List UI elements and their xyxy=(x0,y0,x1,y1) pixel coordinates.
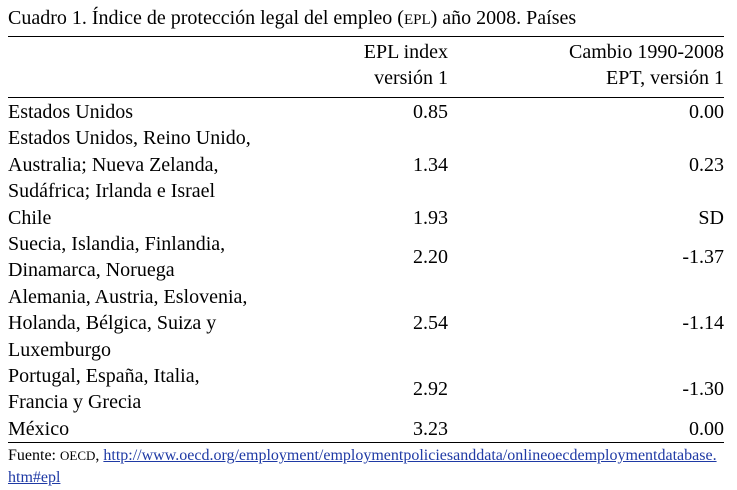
header-empty-2 xyxy=(8,65,348,98)
source-org: OECD xyxy=(60,448,96,464)
change-value-cell: -1.14 xyxy=(682,312,724,335)
country-cell: Estados Unidos, Reino Unido, Australia; N… xyxy=(8,125,348,204)
country-cell: Suecia, Islandia, Finlandia, Dinamarca, N… xyxy=(8,231,348,284)
country-line: Alemania, Austria, Eslovenia, xyxy=(8,285,248,308)
country-line: Luxemburgo xyxy=(8,338,111,361)
epl-value-cell: 1.34 xyxy=(413,153,448,176)
source-label: Fuente: xyxy=(8,447,60,465)
header-epl-line1: EPL index xyxy=(348,36,448,65)
table-row: Chile 1.93 SD xyxy=(8,205,724,231)
table-row: Alemania, Austria, Eslovenia, Holanda, Bé… xyxy=(8,284,724,363)
caption-suffix: ) año 2008. Países xyxy=(430,7,577,29)
change-value-cell: 0.23 xyxy=(689,153,724,176)
country-cell: Alemania, Austria, Eslovenia, Holanda, Bé… xyxy=(8,284,348,363)
country-line: Holanda, Bélgica, Suiza y xyxy=(8,312,217,335)
epl-value-cell: 3.23 xyxy=(348,415,448,444)
country-line: Francia y Grecia xyxy=(8,391,142,414)
header-change-line2: EPT, versión 1 xyxy=(448,65,724,98)
change-value-cell: 0.00 xyxy=(689,101,724,123)
header-change-line1: Cambio 1990-2008 xyxy=(448,36,724,65)
table-row: Suecia, Islandia, Finlandia, Dinamarca, N… xyxy=(8,231,724,284)
table-row: México 3.23 0.00 xyxy=(8,415,724,444)
change-value-cell: 0.00 xyxy=(448,415,724,444)
epl-value-cell: 1.93 xyxy=(413,206,448,229)
table-row: Estados Unidos 0.85 0.00 xyxy=(8,98,724,126)
document: Cuadro 1. Índice de protección legal del… xyxy=(8,0,724,489)
epl-value-cell: 2.54 xyxy=(413,312,448,335)
country-line: Portugal, España, Italia, xyxy=(8,365,200,388)
table-caption: Cuadro 1. Índice de protección legal del… xyxy=(8,0,724,36)
country-line: Chile xyxy=(8,206,52,229)
change-value-cell: -1.37 xyxy=(682,246,724,269)
source-sep: , xyxy=(95,447,104,465)
epl-value-cell: 2.92 xyxy=(413,378,448,401)
header-empty xyxy=(8,36,348,65)
country-cell: Portugal, España, Italia, Francia y Greci… xyxy=(8,363,348,416)
table-row: Estados Unidos, Reino Unido, Australia; N… xyxy=(8,125,724,204)
epl-value-cell: 2.20 xyxy=(413,246,448,269)
caption-abbr: EPL xyxy=(403,12,431,28)
country-line: México xyxy=(8,417,70,440)
country-line: Estados Unidos xyxy=(8,101,133,123)
epl-value-cell: 0.85 xyxy=(413,101,448,123)
country-cell: México xyxy=(8,415,348,444)
table-body: Estados Unidos 0.85 0.00 Estados Unidos, Re… xyxy=(8,98,724,444)
caption-prefix: Cuadro 1. Índice de protección legal del… xyxy=(8,7,404,29)
source-link[interactable]: http://www.oecd.org/employment/employmen… xyxy=(8,447,717,487)
source-note: Fuente: OECD, http://www.oecd.org/employ… xyxy=(8,445,724,489)
header-epl-line2: versión 1 xyxy=(348,65,448,98)
table-row: Portugal, España, Italia, Francia y Greci… xyxy=(8,363,724,416)
epl-table: EPL index Cambio 1990-2008 versión 1 EPT… xyxy=(8,36,724,444)
country-line: Estados Unidos, Reino Unido, xyxy=(8,127,251,150)
country-line: Suecia, Islandia, Finlandia, xyxy=(8,233,226,256)
change-value-cell: SD xyxy=(698,206,724,229)
country-cell: Estados Unidos xyxy=(8,98,348,126)
country-line: Sudáfrica; Irlanda e Israel xyxy=(8,180,216,203)
table-header: EPL index Cambio 1990-2008 versión 1 EPT… xyxy=(8,36,724,98)
country-line: Dinamarca, Noruega xyxy=(8,259,175,282)
country-line: Australia; Nueva Zelanda, xyxy=(8,153,219,176)
country-cell: Chile xyxy=(8,205,348,231)
change-value-cell: -1.30 xyxy=(682,378,724,401)
